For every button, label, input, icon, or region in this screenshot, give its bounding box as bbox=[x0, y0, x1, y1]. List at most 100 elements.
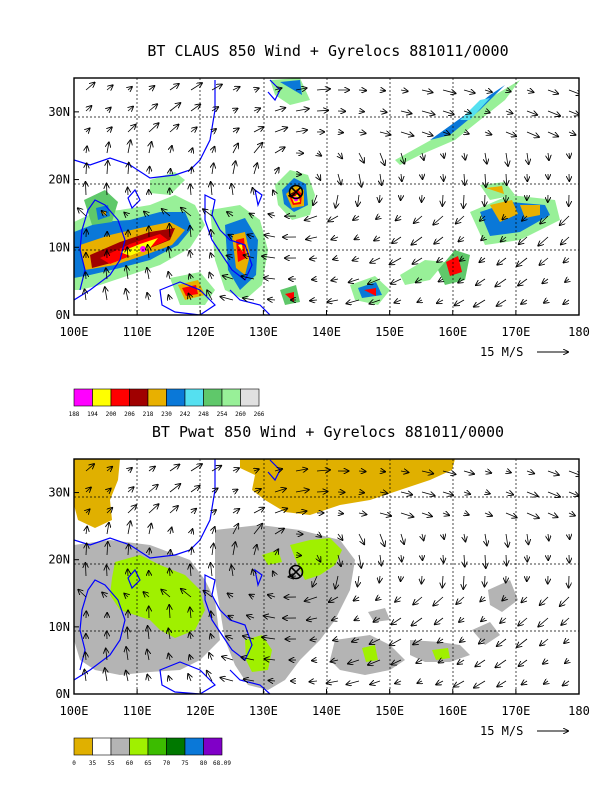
wind-vector bbox=[485, 533, 487, 545]
wind-vector bbox=[107, 523, 109, 535]
wind-vector bbox=[229, 235, 233, 237]
wind-vector bbox=[370, 300, 381, 304]
wind-vector bbox=[442, 90, 456, 93]
wind-vector bbox=[439, 660, 443, 663]
colorbar-swatch bbox=[147, 388, 167, 407]
wind-vector bbox=[417, 300, 422, 302]
wind-vector bbox=[211, 182, 212, 196]
wind-vector bbox=[169, 125, 178, 133]
colorbar-swatch bbox=[203, 737, 223, 756]
wind-vector bbox=[316, 491, 328, 492]
wind-vector bbox=[464, 513, 469, 515]
wind-vector bbox=[78, 208, 87, 217]
wind-vector bbox=[421, 90, 433, 92]
wind-vector bbox=[355, 237, 359, 239]
colorbar-swatch bbox=[184, 737, 204, 756]
wind-vector bbox=[411, 236, 423, 245]
wind-vector bbox=[464, 554, 465, 566]
wind-vector bbox=[522, 216, 527, 221]
wind-vector bbox=[379, 132, 390, 135]
wind-vector bbox=[147, 268, 149, 280]
wind-vector bbox=[148, 485, 158, 493]
wind-vector bbox=[309, 681, 318, 682]
wind-vector bbox=[484, 471, 491, 473]
wind-vector bbox=[327, 300, 339, 302]
wind-vector bbox=[335, 575, 338, 589]
wind-vector bbox=[250, 595, 254, 597]
wind-vector bbox=[262, 256, 276, 258]
wind-vector bbox=[400, 90, 408, 91]
wind-vector bbox=[274, 509, 287, 514]
wind-vector bbox=[463, 194, 464, 208]
wind-vector bbox=[168, 629, 170, 640]
wind-vector bbox=[106, 184, 107, 196]
wind-vector bbox=[338, 173, 341, 184]
wind-vector bbox=[211, 230, 212, 238]
wind-vector bbox=[526, 90, 533, 92]
x-tick-label: 120E bbox=[186, 704, 215, 718]
wind-vector bbox=[333, 258, 338, 259]
wind-vector bbox=[357, 575, 359, 586]
wind-vector bbox=[497, 299, 507, 306]
wind-vector bbox=[359, 111, 364, 112]
wind-vector bbox=[401, 173, 402, 181]
wind-vector bbox=[241, 657, 255, 660]
wind-vector bbox=[506, 152, 508, 166]
wind-vector bbox=[264, 616, 276, 618]
wind-vector bbox=[189, 274, 191, 279]
wind-vector bbox=[463, 471, 474, 474]
y-tick-label: 20N bbox=[48, 173, 70, 187]
wind-vector bbox=[126, 671, 128, 682]
wind-vector bbox=[107, 108, 111, 111]
wind-vector bbox=[376, 597, 380, 600]
colorbar-label: 80 bbox=[200, 760, 208, 767]
wind-vector bbox=[463, 492, 470, 494]
wind-vector bbox=[191, 548, 192, 556]
wind-vector bbox=[390, 638, 402, 645]
y-tick-label: 10N bbox=[48, 240, 70, 254]
wind-vector bbox=[338, 554, 341, 566]
wind-vector bbox=[107, 467, 112, 471]
wind-vector bbox=[148, 467, 155, 471]
wind-vector bbox=[335, 194, 338, 208]
x-tick-label: 100E bbox=[60, 325, 89, 339]
wind-vector bbox=[370, 681, 381, 684]
grid-2 bbox=[74, 459, 579, 694]
wind-vector bbox=[212, 544, 214, 556]
wind-vector bbox=[484, 194, 485, 206]
vector-reference-1: 15 M/S bbox=[480, 345, 568, 359]
wind-vector bbox=[191, 529, 192, 534]
wind-vector bbox=[86, 509, 90, 513]
wind-vector bbox=[443, 173, 444, 181]
colorbar-swatch bbox=[110, 388, 130, 407]
wind-vector bbox=[460, 639, 464, 642]
wind-vector bbox=[85, 83, 95, 91]
wind-vectors-1 bbox=[78, 83, 579, 307]
wind-vector bbox=[273, 190, 275, 195]
colorbar-swatch bbox=[92, 388, 112, 407]
wind-vector bbox=[544, 681, 548, 684]
wind-vector bbox=[232, 524, 238, 535]
wind-vector bbox=[169, 464, 179, 472]
wind-vector bbox=[148, 626, 149, 640]
colorbar-swatch bbox=[221, 388, 241, 407]
grid-1 bbox=[74, 78, 579, 315]
wind-vector bbox=[86, 527, 87, 535]
wind-vector bbox=[228, 616, 233, 618]
wind-vector bbox=[312, 575, 318, 587]
wind-vector bbox=[331, 237, 339, 240]
wind-vector bbox=[561, 617, 570, 625]
wind-vector bbox=[124, 594, 128, 597]
wind-vector bbox=[497, 638, 507, 646]
wind-vector bbox=[312, 660, 317, 661]
wind-vector bbox=[232, 509, 239, 513]
x-tick-label: 130E bbox=[249, 325, 278, 339]
wind-vector bbox=[204, 591, 213, 598]
wind-vector bbox=[526, 512, 539, 518]
wind-vector bbox=[85, 182, 86, 196]
colorbar-label: 55 bbox=[107, 760, 115, 767]
claus-field bbox=[74, 78, 560, 315]
wind-vector bbox=[538, 617, 549, 627]
colorbar-label: 35 bbox=[89, 760, 97, 767]
wind-vector bbox=[506, 471, 511, 473]
